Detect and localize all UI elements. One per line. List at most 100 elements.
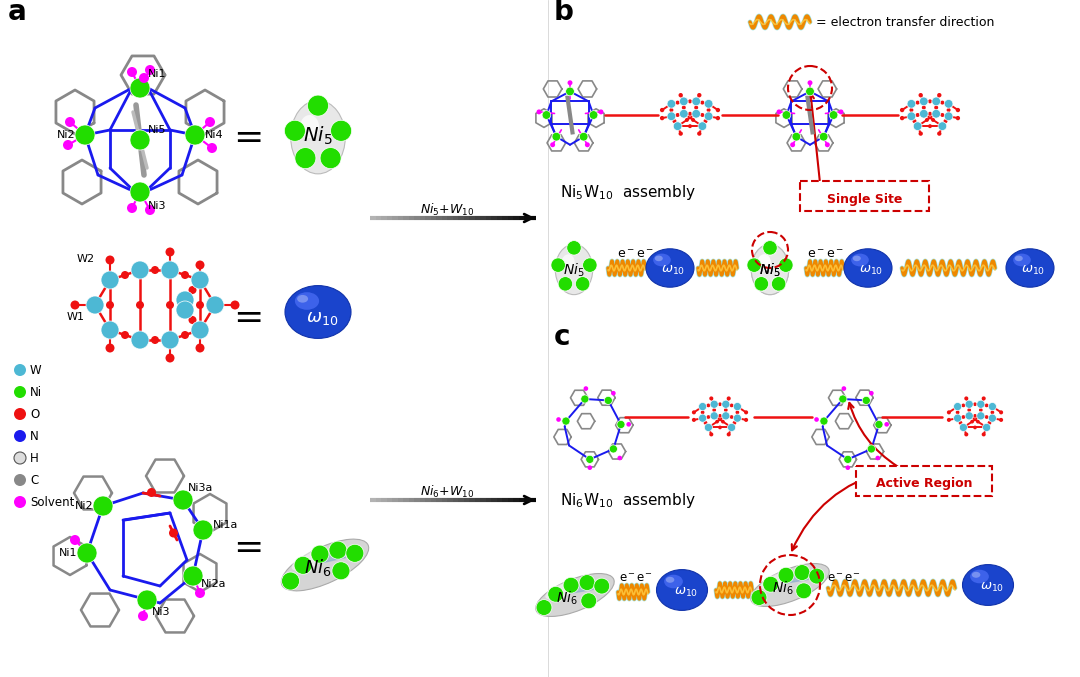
Circle shape: [667, 100, 676, 108]
Circle shape: [195, 343, 204, 353]
Circle shape: [825, 142, 829, 147]
Ellipse shape: [962, 565, 1013, 605]
Circle shape: [676, 113, 679, 117]
Circle shape: [537, 110, 541, 114]
Ellipse shape: [654, 256, 663, 261]
Circle shape: [626, 422, 631, 427]
Circle shape: [195, 261, 204, 269]
Circle shape: [536, 600, 552, 615]
Circle shape: [165, 248, 175, 257]
Circle shape: [762, 240, 778, 255]
Circle shape: [711, 412, 718, 420]
Ellipse shape: [657, 569, 707, 611]
Circle shape: [106, 301, 114, 309]
Text: Ni1: Ni1: [148, 69, 166, 79]
Circle shape: [982, 433, 986, 437]
Circle shape: [928, 100, 932, 104]
Circle shape: [692, 97, 701, 106]
Ellipse shape: [758, 255, 771, 270]
Circle shape: [744, 410, 748, 414]
Ellipse shape: [970, 570, 989, 584]
Text: W1: W1: [67, 312, 85, 322]
Text: $\mathit{\omega}_{10}$: $\mathit{\omega}_{10}$: [661, 263, 685, 276]
Circle shape: [594, 578, 610, 594]
Text: Ni1a: Ni1a: [213, 520, 239, 530]
Circle shape: [14, 430, 26, 442]
Circle shape: [867, 445, 876, 453]
Ellipse shape: [972, 572, 981, 577]
Circle shape: [973, 426, 976, 429]
Circle shape: [944, 100, 953, 108]
Circle shape: [987, 421, 991, 424]
Circle shape: [206, 296, 224, 314]
Circle shape: [102, 321, 119, 339]
Circle shape: [959, 421, 962, 424]
Text: $\mathit{\omega}_{10}$: $\mathit{\omega}_{10}$: [306, 309, 338, 327]
Circle shape: [988, 403, 997, 411]
Circle shape: [862, 396, 870, 404]
Text: e$^-$: e$^-$: [620, 571, 636, 584]
Circle shape: [814, 417, 819, 422]
Text: Ni$_6$W$_{10}$  assembly: Ni$_6$W$_{10}$ assembly: [561, 491, 696, 510]
Circle shape: [679, 110, 688, 118]
Circle shape: [161, 261, 179, 279]
Circle shape: [730, 415, 733, 419]
Circle shape: [820, 133, 828, 141]
Circle shape: [941, 113, 944, 117]
Text: Solvent: Solvent: [30, 496, 75, 508]
Circle shape: [732, 421, 737, 424]
Ellipse shape: [555, 244, 593, 294]
Text: $\mathit{\omega}_{10}$: $\mathit{\omega}_{10}$: [1021, 263, 1045, 276]
Circle shape: [982, 397, 986, 401]
Circle shape: [189, 316, 197, 324]
Text: $\mathit{Ni}_6$: $\mathit{Ni}_6$: [556, 589, 578, 607]
Circle shape: [189, 286, 197, 294]
Ellipse shape: [281, 539, 368, 591]
Circle shape: [63, 140, 73, 150]
Circle shape: [771, 277, 786, 291]
Circle shape: [166, 301, 174, 309]
Circle shape: [139, 73, 149, 83]
Circle shape: [137, 590, 157, 610]
Ellipse shape: [536, 573, 615, 617]
Circle shape: [701, 410, 704, 414]
Circle shape: [692, 110, 701, 118]
Circle shape: [106, 343, 114, 353]
Circle shape: [841, 387, 847, 391]
Circle shape: [585, 142, 590, 147]
Circle shape: [542, 110, 551, 119]
Ellipse shape: [300, 115, 319, 138]
Text: b: b: [554, 0, 573, 26]
Circle shape: [941, 101, 944, 104]
Circle shape: [185, 125, 205, 145]
Text: e$^-$: e$^-$: [807, 248, 825, 261]
Circle shape: [754, 277, 769, 291]
Circle shape: [550, 142, 555, 147]
FancyBboxPatch shape: [800, 181, 929, 211]
Circle shape: [727, 433, 731, 437]
Circle shape: [130, 78, 150, 98]
Circle shape: [685, 118, 689, 122]
Circle shape: [699, 403, 706, 411]
Circle shape: [567, 81, 572, 85]
Circle shape: [181, 331, 189, 339]
Circle shape: [295, 148, 315, 169]
Circle shape: [937, 131, 942, 136]
Circle shape: [918, 93, 923, 97]
Circle shape: [191, 321, 210, 339]
Circle shape: [970, 420, 974, 424]
Circle shape: [14, 408, 26, 420]
Circle shape: [576, 277, 590, 291]
Circle shape: [779, 258, 793, 272]
Circle shape: [698, 122, 706, 131]
Circle shape: [193, 520, 213, 540]
Circle shape: [990, 410, 995, 414]
Circle shape: [346, 544, 364, 563]
Circle shape: [777, 110, 782, 114]
Ellipse shape: [562, 255, 575, 270]
Circle shape: [598, 110, 604, 114]
Circle shape: [721, 400, 730, 408]
Circle shape: [885, 422, 889, 427]
Circle shape: [964, 397, 969, 401]
Text: Ni$_6$+W$_{10}$: Ni$_6$+W$_{10}$: [420, 484, 474, 500]
